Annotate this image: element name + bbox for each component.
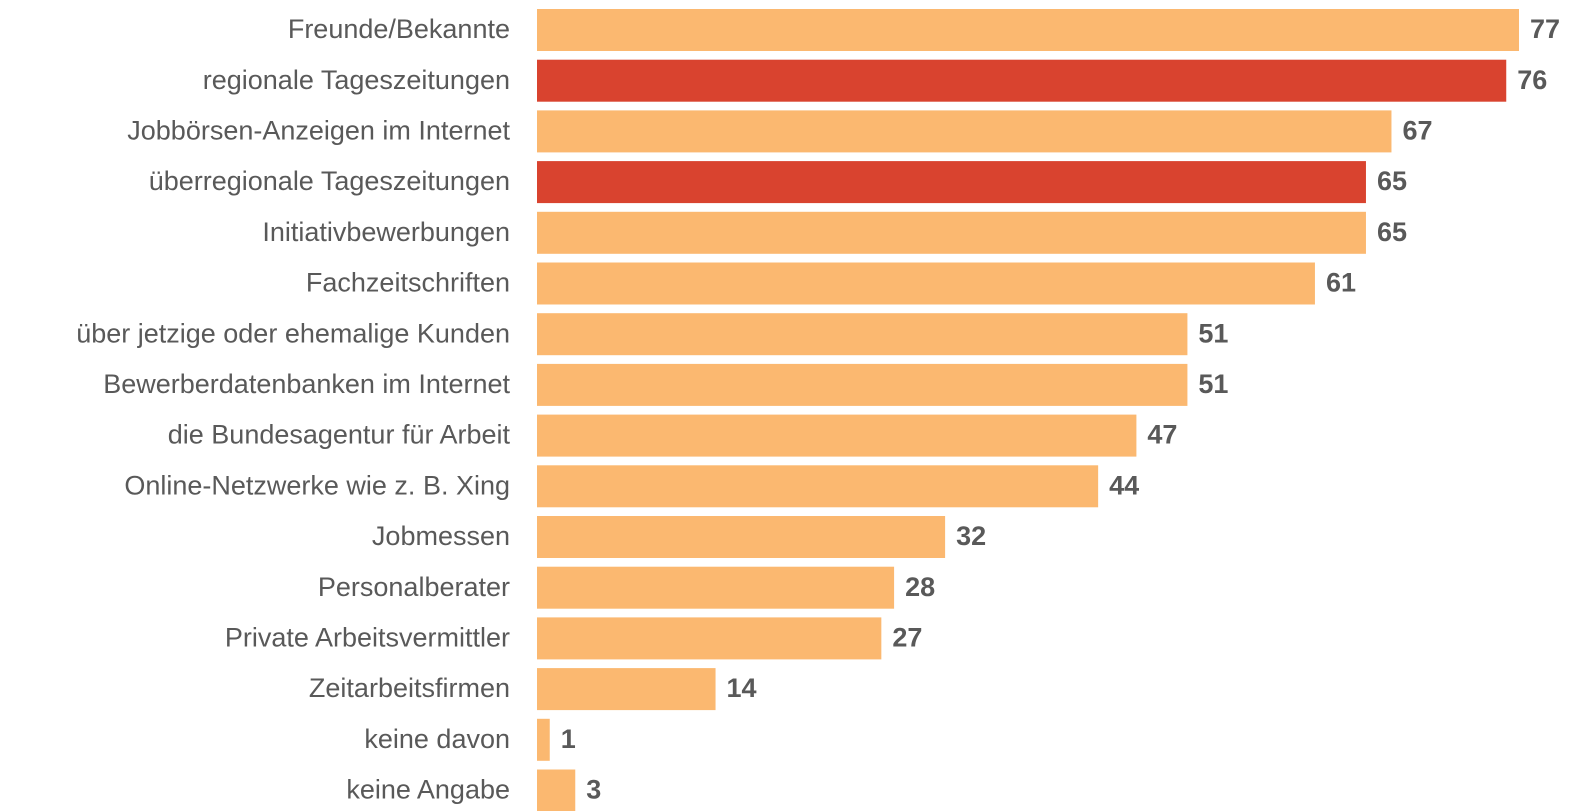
bar (537, 769, 576, 811)
value-label: 65 (1377, 166, 1407, 196)
value-label: 61 (1326, 268, 1356, 298)
value-label: 32 (956, 521, 986, 551)
value-label: 51 (1198, 318, 1228, 348)
bar (537, 161, 1366, 204)
value-label: 67 (1402, 116, 1432, 146)
bar (537, 110, 1392, 153)
bar (537, 262, 1315, 305)
category-label: Initiativbewerbungen (262, 217, 510, 247)
category-label: die Bundesagentur für Arbeit (168, 420, 511, 450)
bar (537, 617, 882, 660)
value-label: 76 (1517, 65, 1547, 95)
value-label: 44 (1109, 470, 1139, 500)
value-label: 51 (1198, 369, 1228, 399)
value-label: 14 (727, 673, 757, 703)
bar (537, 668, 716, 711)
value-label: 3 (586, 775, 601, 805)
category-label: Zeitarbeitsfirmen (309, 673, 510, 703)
category-label: Jobbörsen-Anzeigen im Internet (127, 116, 510, 146)
category-label: Jobmessen (372, 521, 510, 551)
category-label: überregionale Tageszeitungen (149, 166, 510, 196)
bar (537, 211, 1366, 254)
bar (537, 566, 895, 609)
category-label: Private Arbeitsvermittler (225, 623, 510, 653)
value-label: 47 (1147, 420, 1177, 450)
bar (537, 59, 1507, 102)
bar (537, 9, 1519, 51)
value-label: 27 (892, 623, 922, 653)
value-label: 65 (1377, 217, 1407, 247)
bar (537, 718, 550, 761)
bar (537, 363, 1188, 406)
value-label: 77 (1530, 14, 1560, 44)
category-label: keine Angabe (346, 775, 510, 805)
category-label: Online-Netzwerke wie z. B. Xing (124, 470, 510, 500)
bar (537, 465, 1099, 508)
category-label: Personalberater (318, 572, 510, 602)
category-label: Fachzeitschriften (306, 268, 510, 298)
category-label: über jetzige oder ehemalige Kunden (76, 318, 510, 348)
value-label: 1 (561, 724, 576, 754)
bar (537, 414, 1137, 457)
value-label: 28 (905, 572, 935, 602)
bar (537, 516, 946, 558)
bar (537, 313, 1188, 356)
category-label: Bewerberdatenbanken im Internet (103, 369, 510, 399)
category-label: Freunde/Bekannte (288, 14, 510, 44)
category-label: keine davon (364, 724, 510, 754)
category-label: regionale Tageszeitungen (203, 65, 510, 95)
